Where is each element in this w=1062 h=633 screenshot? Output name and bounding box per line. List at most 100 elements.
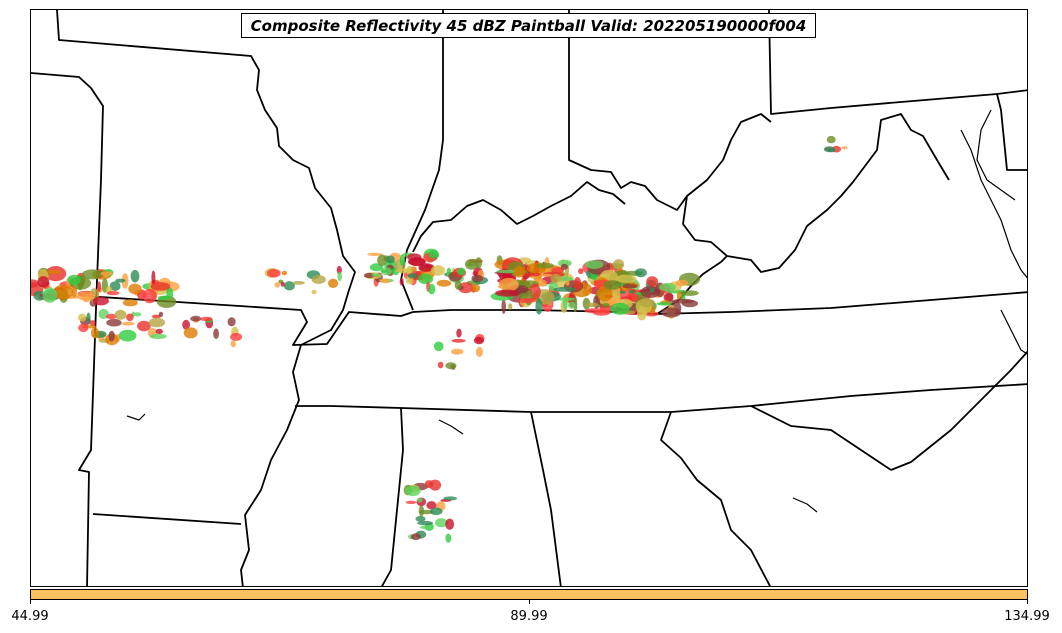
- paintball-blob: [151, 270, 156, 285]
- paintball-blob: [337, 271, 343, 282]
- paintball-blob: [513, 266, 526, 278]
- paintball-blob: [407, 253, 422, 262]
- paintball-blob: [106, 318, 122, 327]
- paintball-blob: [445, 533, 452, 543]
- paintball-blob: [328, 278, 339, 288]
- map-title: Composite Reflectivity 45 dBZ Paintball …: [241, 13, 816, 38]
- paintball-blob: [183, 327, 198, 339]
- paintball-blob: [227, 317, 236, 327]
- paintball-blob: [430, 507, 443, 516]
- paintball-blob: [42, 287, 58, 303]
- paintball-blob: [292, 281, 305, 285]
- paintball-blob: [148, 317, 166, 328]
- paintball-blob: [122, 299, 138, 307]
- paintball-blob: [90, 327, 100, 339]
- paintball-blob: [428, 250, 439, 259]
- paintball-blob: [381, 269, 387, 273]
- paintball-blob: [456, 328, 462, 338]
- paintball-blob: [130, 269, 140, 283]
- paintball-blob: [601, 303, 610, 307]
- paintball-blob: [553, 287, 577, 292]
- paintball-blob: [603, 280, 622, 290]
- paintball-blob: [445, 362, 457, 370]
- paintball-blob: [419, 525, 434, 530]
- paintball-blob: [37, 276, 50, 288]
- paintball-blob: [283, 281, 295, 291]
- paintball-blob: [406, 265, 413, 276]
- paintball-blob: [619, 290, 626, 294]
- paintball-blob: [551, 267, 564, 274]
- paintball-blob: [596, 286, 613, 302]
- paintball-blob: [557, 259, 572, 267]
- paintball-blob: [86, 312, 91, 323]
- paintball-blob: [631, 292, 639, 303]
- paintball-blob: [454, 280, 462, 290]
- paintball-blob: [565, 280, 570, 286]
- paintball-blob: [634, 268, 647, 278]
- paintball-blob: [680, 290, 699, 296]
- paintball-blob: [367, 252, 383, 256]
- paintball-blob: [640, 286, 661, 298]
- paintball-blob: [419, 509, 434, 515]
- paintball-blob: [92, 296, 109, 306]
- paintball-blob: [573, 296, 578, 313]
- paintball-blob: [568, 301, 575, 309]
- paintball-blob: [573, 277, 582, 290]
- paintball-blob: [615, 274, 637, 283]
- paintball-blob: [535, 298, 543, 315]
- paintball-blob: [471, 284, 481, 293]
- paintball-blob: [379, 278, 391, 284]
- colorbar-tick-left: 44.99: [11, 609, 49, 624]
- paintball-blob: [661, 307, 682, 318]
- paintball-blob: [399, 277, 404, 286]
- paintball-blob: [157, 295, 170, 300]
- paintball-blob: [230, 340, 236, 348]
- paintball-blob: [451, 348, 464, 355]
- paintball-blob: [610, 302, 630, 315]
- paintball-blob: [97, 281, 102, 293]
- paintball-blob: [53, 284, 74, 300]
- paintball-blob: [142, 288, 157, 304]
- paintball-blob: [649, 287, 655, 293]
- paintball-blob: [517, 297, 536, 304]
- paintball-blob: [405, 276, 410, 284]
- paintball-blob: [656, 302, 672, 306]
- paintball-blob: [622, 283, 638, 289]
- paintball-blob: [498, 277, 519, 292]
- paintball-blob: [523, 272, 542, 277]
- paintball-blob: [826, 135, 836, 144]
- paintball-blob: [433, 341, 444, 352]
- colorbar-tick-mark-center: [529, 600, 530, 604]
- paintball-blob: [639, 298, 655, 307]
- paintball-blob: [407, 273, 418, 279]
- paintball-blob: [429, 479, 442, 491]
- paintball-blob: [46, 270, 62, 274]
- paintball-blob: [560, 276, 574, 282]
- paintball-blob: [417, 273, 434, 285]
- paintball-blob: [443, 496, 458, 501]
- paintball-blob: [105, 313, 117, 320]
- paintball-blob: [82, 294, 90, 303]
- paintball-blob: [166, 287, 174, 299]
- paintball-blob: [399, 254, 406, 267]
- paintball-blob: [428, 283, 436, 295]
- paintball-blob: [90, 320, 96, 327]
- paintball-blob: [405, 485, 421, 497]
- paintball-blob: [578, 268, 584, 275]
- map-canvas: [31, 10, 1027, 586]
- paintball-blob: [458, 282, 474, 294]
- paintball-blob: [471, 274, 484, 282]
- paintball-blob: [560, 263, 569, 270]
- paintball-blob: [585, 260, 604, 269]
- paintball-blob: [405, 500, 417, 504]
- paintball-blob: [415, 515, 426, 522]
- paintball-blob: [158, 311, 164, 317]
- paintball-blob: [281, 270, 288, 276]
- paintball-blob: [586, 302, 599, 308]
- paintball-blob: [155, 328, 163, 335]
- colorbar-tick-center: 89.99: [510, 609, 548, 624]
- colorbar-tick-mark-right: [1027, 600, 1028, 604]
- paintball-blob: [426, 501, 437, 510]
- paintball-blob: [133, 312, 142, 317]
- paintball-blob: [266, 268, 281, 278]
